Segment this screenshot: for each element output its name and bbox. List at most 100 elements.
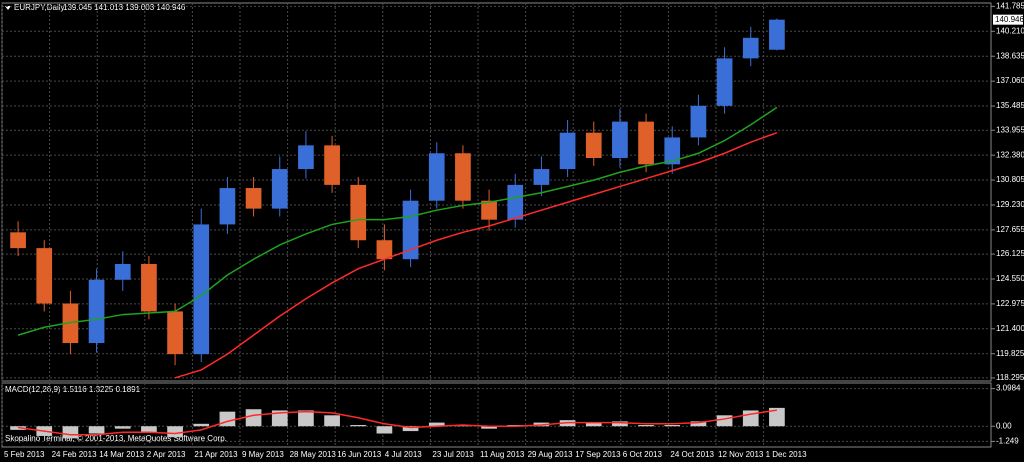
copyright: Skopalino Terminal, © 2001-2013, MetaQuo… xyxy=(5,434,227,443)
macd-bar xyxy=(481,426,497,429)
x-tick-label: 6 Oct 2013 xyxy=(623,450,663,459)
y-tick-label: 129.230 xyxy=(996,200,1024,209)
y-tick-label: 127.655 xyxy=(996,225,1024,234)
x-tick-label: 4 Jul 2013 xyxy=(385,450,422,459)
y-tick-label: 119.825 xyxy=(996,349,1024,358)
candle-body xyxy=(114,263,131,280)
candle-body xyxy=(507,184,524,220)
y-tick-label: 132.380 xyxy=(996,150,1024,159)
macd-bar xyxy=(769,407,785,427)
candle-body xyxy=(10,232,26,249)
macd-bar xyxy=(324,415,340,427)
y-tick-label: 122.975 xyxy=(996,299,1024,308)
macd-title: MACD(12,26,9) 1.5116 1.3225 0.1891 xyxy=(5,385,141,394)
symbol: EURJPY,Daily xyxy=(14,3,65,12)
macd-bar xyxy=(298,410,314,427)
price-tag-label: 140.946 xyxy=(995,15,1024,24)
x-tick-label: 1 Dec 2013 xyxy=(766,450,807,459)
x-tick-label: 2 Apr 2013 xyxy=(147,450,186,459)
candle-body xyxy=(559,132,576,170)
y-tick-label: 140.210 xyxy=(996,26,1024,35)
macd-bar xyxy=(428,422,445,427)
macd-bar xyxy=(62,426,79,439)
candle-body xyxy=(428,153,445,201)
y-tick-label: 138.635 xyxy=(996,51,1024,60)
y-tick-label: 121.400 xyxy=(996,324,1024,333)
candle-body xyxy=(533,169,550,185)
x-tick-label: 24 Oct 2013 xyxy=(670,450,714,459)
y-tick-label: 133.955 xyxy=(996,125,1024,134)
macd-bar xyxy=(167,426,183,438)
candle-body xyxy=(376,240,393,260)
macd-bar xyxy=(350,425,367,427)
macd-bar xyxy=(664,425,681,427)
candle-body xyxy=(298,145,314,170)
x-tick-label: 28 May 2013 xyxy=(290,450,337,459)
y-tick-label: 3.0984 xyxy=(996,384,1021,393)
candle-body xyxy=(62,303,79,344)
x-tick-label: 11 Aug 2013 xyxy=(480,450,525,459)
candle-body xyxy=(769,19,785,50)
x-tick-label: 9 May 2013 xyxy=(242,450,284,459)
y-tick-label: 126.125 xyxy=(996,249,1024,258)
x-tick-label: 5 Feb 2013 xyxy=(4,450,45,459)
ma-line xyxy=(17,409,778,436)
macd-bar xyxy=(245,409,262,427)
candle-body xyxy=(716,58,733,106)
y-tick-label: 0.00 xyxy=(996,421,1012,430)
x-tick-label: 16 Jun 2013 xyxy=(337,450,382,459)
menu-arrow[interactable] xyxy=(5,6,11,10)
macd-bar xyxy=(690,421,707,427)
y-tick-label: 141.785 xyxy=(996,2,1024,11)
ohlc: 139.045 141.013 139.003 140.946 xyxy=(63,3,186,12)
macd-bar xyxy=(638,425,654,427)
candle-body xyxy=(324,145,340,185)
x-tick-label: 23 Jul 2013 xyxy=(432,450,474,459)
candle-body xyxy=(690,105,707,138)
y-tick-label: -1.249 xyxy=(996,437,1019,446)
candle-body xyxy=(141,263,157,312)
candle-body xyxy=(481,200,497,220)
macd-bar xyxy=(376,426,393,434)
candle-body xyxy=(585,132,602,158)
x-tick-label: 24 Feb 2013 xyxy=(52,450,97,459)
macd-bar xyxy=(219,411,236,427)
candle-body xyxy=(638,121,654,165)
ma-line xyxy=(17,106,778,336)
y-tick-label: 130.805 xyxy=(996,175,1024,184)
candle-body xyxy=(455,153,471,201)
candle-body xyxy=(350,184,367,241)
x-tick-label: 29 Aug 2013 xyxy=(528,450,573,459)
macd-bar xyxy=(114,426,131,429)
x-tick-label: 14 Mar 2013 xyxy=(99,450,144,459)
price-tag xyxy=(993,14,1023,25)
macd-bar xyxy=(402,426,419,432)
macd-bar xyxy=(271,410,288,427)
candle-body xyxy=(245,188,262,209)
macd-bar xyxy=(585,422,602,427)
candle-body xyxy=(36,248,53,304)
candle-body xyxy=(219,188,236,225)
ma-line xyxy=(174,131,778,379)
macd-bar xyxy=(141,426,157,433)
macd-bar xyxy=(193,423,210,427)
y-tick-label: 135.485 xyxy=(996,101,1024,110)
candle-body xyxy=(612,121,628,158)
macd-bar xyxy=(716,415,733,427)
x-tick-label: 12 Nov 2013 xyxy=(718,450,764,459)
macd-bar xyxy=(612,421,628,427)
candle-body xyxy=(167,311,183,355)
y-tick-label: 124.550 xyxy=(996,274,1024,283)
candle-body xyxy=(88,279,105,344)
y-tick-label: 118.295 xyxy=(996,373,1024,382)
candle-body xyxy=(271,169,288,209)
x-tick-label: 17 Sep 2013 xyxy=(575,450,621,459)
candle-body xyxy=(664,137,681,165)
candle-body xyxy=(742,37,759,59)
x-tick-label: 21 Apr 2013 xyxy=(194,450,238,459)
macd-bar xyxy=(88,426,105,434)
candle-body xyxy=(193,224,210,355)
y-tick-label: 137.060 xyxy=(996,76,1024,85)
